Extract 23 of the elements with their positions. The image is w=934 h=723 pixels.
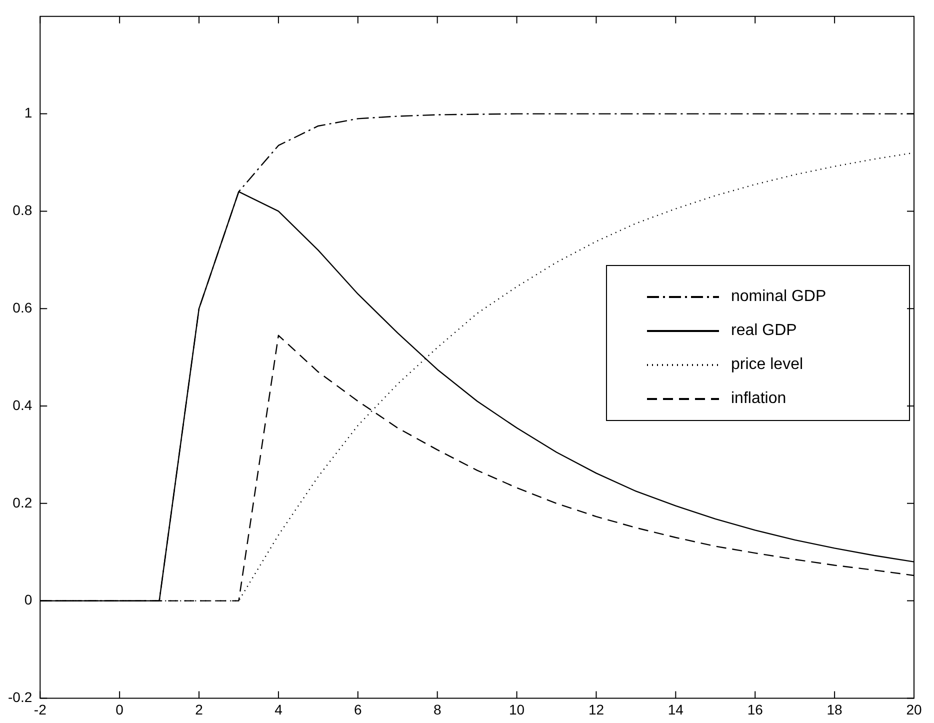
x-tick-label: 4 [274, 701, 283, 718]
y-tick-label: 0.2 [12, 494, 32, 510]
legend-label: nominal GDP [731, 288, 826, 306]
legend-label: real GDP [731, 322, 797, 340]
legend-label: inflation [731, 390, 786, 408]
x-tick-label: 16 [747, 701, 764, 718]
x-tick-label: 14 [668, 701, 684, 718]
x-tick-label: 0 [116, 701, 124, 718]
x-tick-label: 8 [433, 701, 442, 718]
y-tick-label: -0.2 [8, 689, 32, 706]
y-tick-label: 0.4 [12, 396, 32, 413]
legend-label: price level [731, 356, 804, 374]
x-tick-label: 2 [195, 701, 204, 718]
x-tick-label: -2 [34, 701, 47, 718]
y-tick-label: 0 [24, 592, 32, 608]
y-tick-label: 0.6 [12, 299, 32, 316]
x-tick-label: 12 [588, 701, 604, 718]
y-tick-label: 0.8 [12, 202, 32, 218]
x-tick-label: 6 [354, 701, 362, 718]
y-tick-label: 1 [24, 104, 32, 121]
x-tick-label: 10 [508, 701, 525, 718]
x-tick-label: 20 [906, 701, 922, 718]
x-tick-label: 18 [826, 701, 843, 718]
